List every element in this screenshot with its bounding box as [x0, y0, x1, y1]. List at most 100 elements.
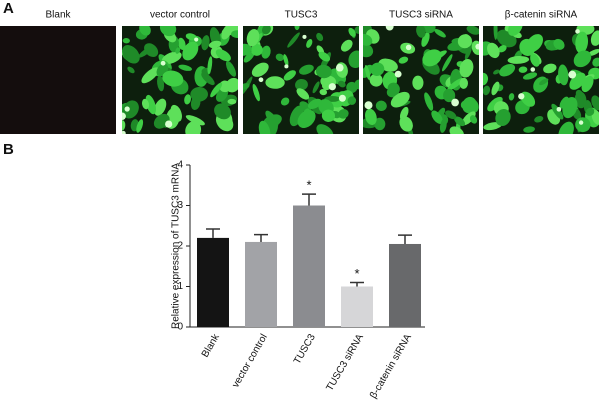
cell	[518, 66, 528, 73]
cells	[243, 26, 359, 134]
cell	[185, 115, 205, 126]
cell	[262, 26, 271, 35]
cell	[299, 64, 314, 75]
cell	[316, 32, 324, 42]
bright-spot	[405, 44, 412, 51]
cell	[243, 43, 252, 56]
cell	[122, 100, 139, 119]
cell	[390, 91, 410, 108]
cell	[439, 118, 447, 133]
cell	[227, 98, 237, 105]
cell	[321, 109, 336, 122]
image-label: vector control	[150, 10, 210, 21]
cell	[466, 26, 479, 35]
cell	[457, 34, 472, 49]
cell	[182, 41, 199, 61]
bar	[293, 205, 325, 327]
cell	[424, 92, 434, 111]
cell	[185, 121, 202, 134]
fluorescence-image	[0, 26, 116, 134]
cell	[338, 109, 349, 119]
cell	[454, 116, 466, 127]
cell	[122, 120, 126, 131]
cell	[178, 64, 192, 71]
y-tick-label: 0	[177, 322, 183, 333]
cell	[296, 88, 310, 100]
cell	[184, 94, 191, 105]
error-bar	[398, 234, 412, 244]
cell	[461, 111, 476, 126]
cell	[307, 98, 322, 110]
cell	[287, 32, 300, 48]
cell	[161, 51, 182, 65]
cell	[122, 45, 140, 64]
cell	[225, 77, 238, 93]
cell	[340, 39, 353, 52]
error-bar	[206, 228, 220, 238]
cells	[122, 26, 238, 134]
cell	[469, 115, 478, 124]
cell	[363, 43, 374, 58]
x-tick-label: Blank	[200, 331, 223, 359]
bright-spot	[338, 94, 346, 102]
cell	[315, 64, 332, 79]
cell	[483, 85, 491, 96]
cell	[312, 81, 320, 94]
fluorescence-image	[363, 26, 479, 134]
cell	[185, 33, 197, 41]
bar	[341, 286, 373, 327]
x-tick-label: β-catenin siRNA	[368, 332, 414, 401]
cell	[493, 26, 498, 40]
cell	[558, 64, 569, 86]
cell	[243, 51, 255, 63]
cell	[498, 45, 507, 53]
error-bar	[254, 233, 268, 242]
cell	[558, 121, 574, 134]
cell	[139, 26, 151, 36]
cell	[364, 64, 371, 81]
cell	[283, 54, 289, 66]
cell	[483, 72, 489, 86]
cell	[201, 72, 215, 86]
cell	[551, 103, 564, 120]
cell	[122, 38, 130, 44]
bright-spot	[194, 37, 199, 42]
cell	[449, 126, 464, 134]
cell	[416, 26, 426, 38]
bright-spot	[518, 93, 525, 100]
bright-spot	[451, 98, 459, 107]
cell	[265, 76, 285, 89]
cell	[221, 26, 233, 40]
error-bar	[302, 193, 316, 206]
cell	[294, 26, 300, 31]
significance-marker: *	[306, 178, 311, 193]
significance-marker: *	[354, 266, 359, 281]
cell	[141, 67, 160, 84]
cell	[575, 89, 583, 98]
cell	[177, 37, 186, 51]
cell	[246, 29, 260, 47]
cell	[562, 96, 578, 119]
cell	[316, 124, 334, 134]
cell	[170, 104, 182, 122]
cell	[575, 31, 589, 54]
cell	[162, 70, 184, 87]
cell	[443, 88, 456, 103]
cell	[319, 89, 328, 96]
bright-spot	[364, 101, 373, 110]
cell	[201, 35, 210, 51]
bright-spot	[122, 130, 126, 134]
cell	[136, 119, 144, 133]
panel-label: A	[3, 0, 14, 17]
y-axis-label: Relative expression of TUSC3 mRNA	[171, 163, 182, 329]
cell	[487, 96, 503, 112]
cell	[375, 100, 387, 111]
cell	[207, 56, 213, 75]
cell	[365, 108, 377, 126]
y-tick-label: 4	[177, 160, 183, 171]
cell	[369, 73, 383, 87]
cell	[338, 80, 346, 88]
cell	[539, 78, 549, 86]
image-label: Blank	[45, 10, 71, 21]
bright-spot	[394, 70, 402, 78]
